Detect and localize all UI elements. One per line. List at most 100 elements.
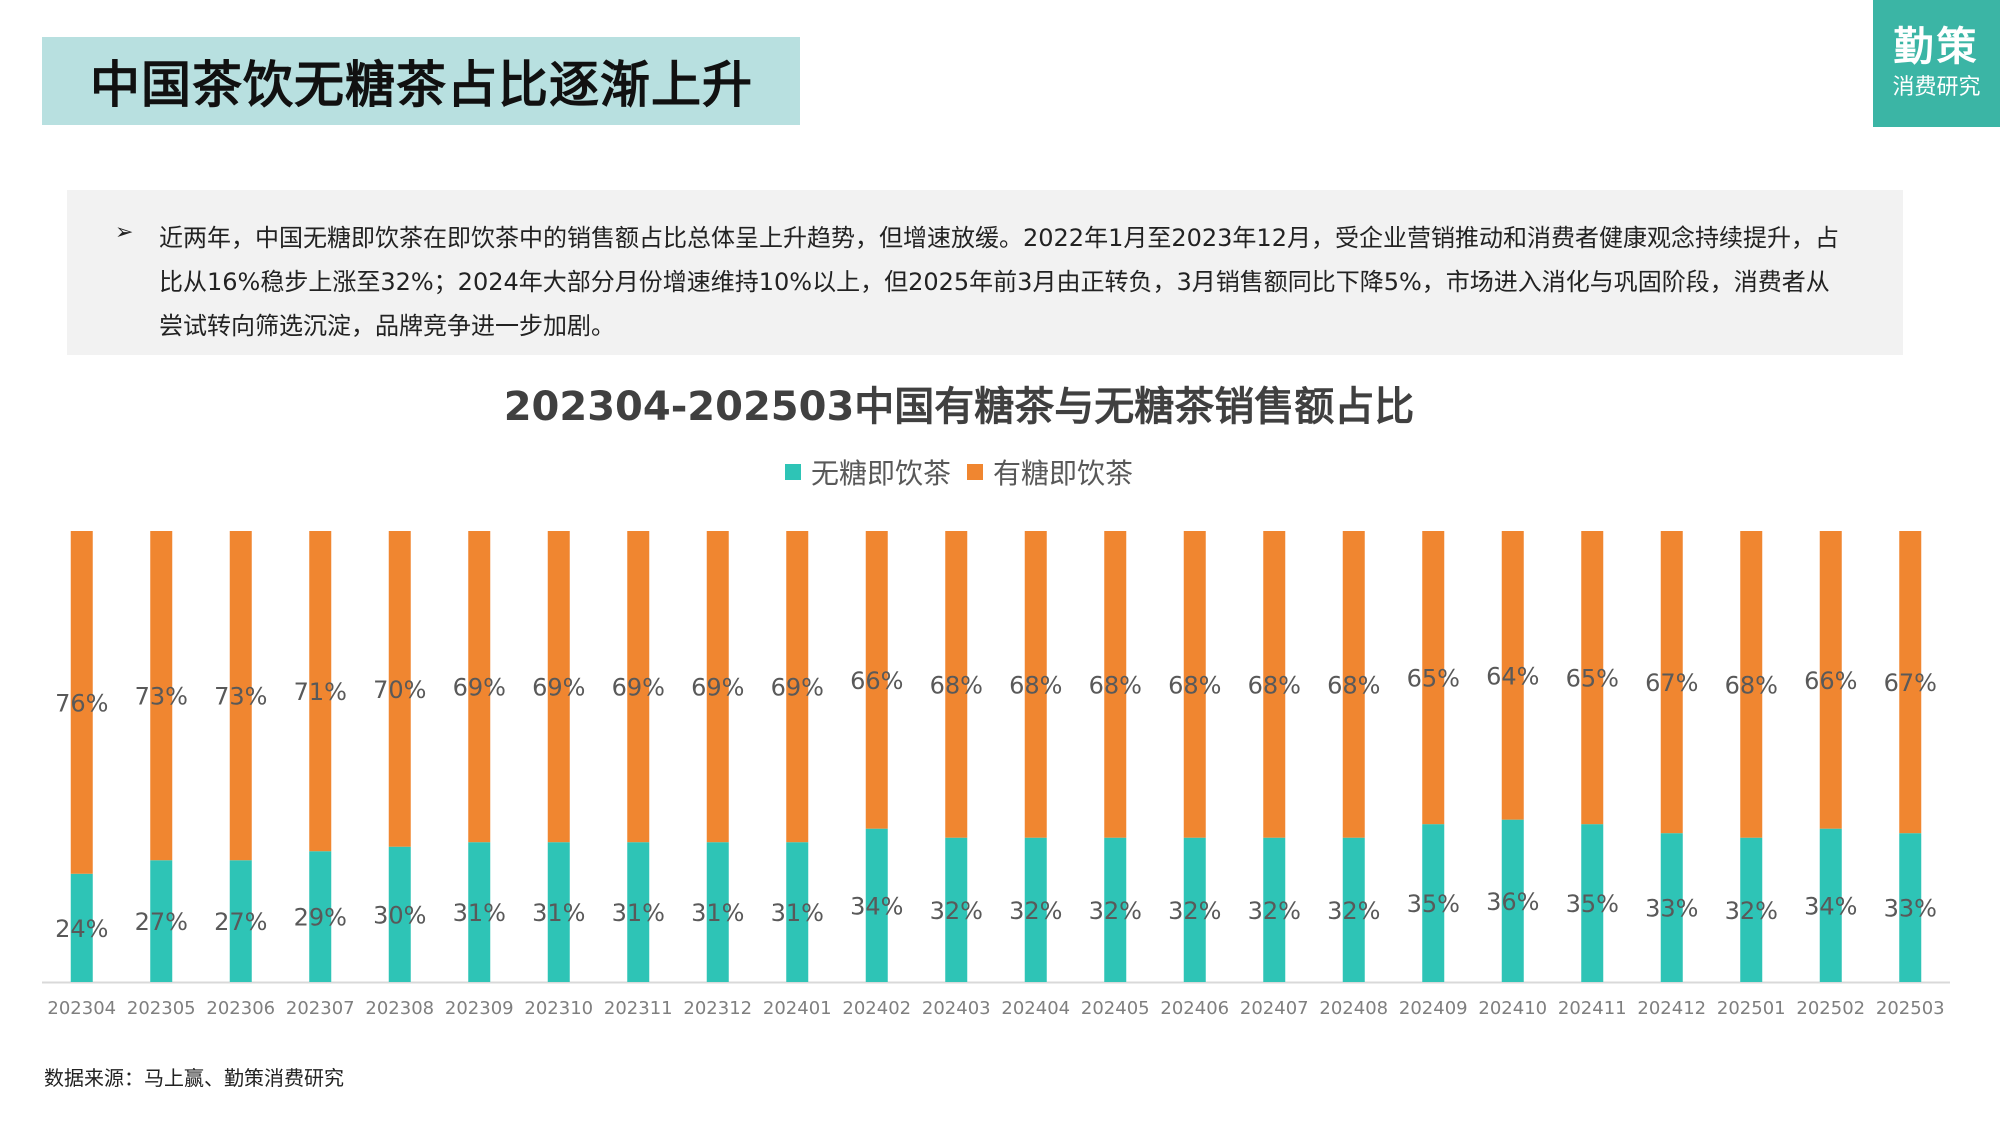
bar-sugared-202310 — [547, 531, 570, 843]
data-label-sugared-202404: 68% — [1009, 671, 1062, 699]
data-label-sugar-free-202306: 27% — [214, 908, 267, 936]
bar-sugar-free-202404 — [1024, 837, 1047, 982]
x-tick-label-202405: 202405 — [1081, 998, 1150, 1019]
data-label-sugar-free-202412: 33% — [1645, 895, 1698, 923]
data-label-sugared-202502: 66% — [1804, 667, 1857, 695]
bar-sugared-202411 — [1581, 531, 1604, 825]
x-tick-label-202402: 202402 — [842, 998, 911, 1019]
data-label-sugared-202310: 69% — [532, 674, 585, 702]
legend-swatch-sugar-free — [784, 464, 801, 480]
bar-sugared-202501 — [1740, 531, 1763, 838]
brand-logo-main: 勤策 — [1893, 23, 1980, 71]
data-label-sugared-202406: 68% — [1168, 671, 1221, 699]
data-label-sugar-free-202401: 31% — [771, 899, 824, 927]
data-label-sugar-free-202304: 24% — [55, 915, 108, 943]
data-source-note: 数据来源：马上赢、勤策消费研究 — [44, 1066, 344, 1090]
summary-panel: ➢ 近两年，中国无糖即饮茶在即饮茶中的销售额占比总体呈上升趋势，但增速放缓。20… — [67, 190, 1903, 355]
chart-legend: 无糖即饮茶 有糖即饮茶 — [0, 452, 1918, 492]
data-label-sugared-202307: 71% — [294, 678, 347, 706]
bar-sugared-202312 — [706, 531, 729, 843]
bar-sugared-202307 — [309, 531, 332, 852]
data-label-sugar-free-202312: 31% — [691, 899, 744, 927]
x-tick-label-202411: 202411 — [1558, 998, 1627, 1019]
bar-sugared-202407 — [1263, 531, 1286, 838]
x-tick-label-202503: 202503 — [1876, 998, 1945, 1019]
x-tick-label-202502: 202502 — [1796, 998, 1865, 1019]
x-tick-label-202304: 202304 — [47, 998, 116, 1019]
legend-label-sugared: 有糖即饮茶 — [993, 457, 1134, 490]
data-label-sugar-free-202305: 27% — [135, 908, 188, 936]
bar-sugar-free-202406 — [1183, 837, 1206, 982]
data-label-sugared-202503: 67% — [1884, 669, 1937, 697]
bar-sugar-free-202403 — [945, 837, 968, 982]
page-title-banner: 中国茶饮无糖茶占比逐渐上升 — [42, 37, 800, 125]
data-label-sugar-free-202402: 34% — [850, 892, 903, 920]
data-label-sugared-202312: 69% — [691, 674, 744, 702]
bar-sugared-202502 — [1819, 531, 1842, 829]
x-tick-label-202308: 202308 — [365, 998, 434, 1019]
page-title: 中国茶饮无糖茶占比逐渐上升 — [90, 56, 753, 114]
data-label-sugar-free-202411: 35% — [1566, 890, 1619, 918]
bar-sugar-free-202411 — [1581, 824, 1604, 982]
summary-text: 近两年，中国无糖即饮茶在即饮茶中的销售额占比总体呈上升趋势，但增速放缓。2022… — [159, 224, 1839, 340]
bar-sugared-202503 — [1899, 531, 1922, 834]
bar-sugar-free-202409 — [1422, 824, 1445, 982]
x-tick-label-202309: 202309 — [445, 998, 514, 1019]
data-label-sugar-free-202311: 31% — [612, 899, 665, 927]
bar-sugar-free-202306 — [229, 860, 252, 982]
bar-sugared-202409 — [1422, 531, 1445, 825]
data-label-sugar-free-202406: 32% — [1168, 897, 1221, 925]
bar-sugared-202403 — [945, 531, 968, 838]
data-label-sugar-free-202409: 35% — [1407, 890, 1460, 918]
legend-label-sugar-free: 无糖即饮茶 — [810, 457, 951, 490]
data-label-sugared-202308: 70% — [373, 676, 426, 704]
data-label-sugared-202405: 68% — [1089, 671, 1142, 699]
bar-sugared-202405 — [1104, 531, 1127, 838]
data-label-sugar-free-202308: 30% — [373, 901, 426, 929]
bar-sugar-free-202405 — [1104, 837, 1127, 982]
legend-item-sugared: 有糖即饮茶 — [967, 452, 1133, 492]
brand-logo: 勤策 消费研究 — [1873, 0, 2000, 127]
bar-sugared-202308 — [388, 531, 411, 847]
bar-sugared-202306 — [229, 531, 252, 861]
x-tick-label-202407: 202407 — [1240, 998, 1309, 1019]
legend-swatch-sugared — [967, 464, 983, 480]
chart-title: 202304-202503中国有糖茶与无糖茶销售额占比 — [503, 384, 1415, 430]
data-label-sugar-free-202403: 32% — [930, 897, 983, 925]
x-tick-label-202406: 202406 — [1160, 998, 1229, 1019]
data-label-sugar-free-202501: 32% — [1725, 897, 1778, 925]
data-label-sugar-free-202407: 32% — [1248, 897, 1301, 925]
data-label-sugared-202304: 76% — [55, 689, 108, 717]
data-label-sugar-free-202408: 32% — [1327, 897, 1380, 925]
data-label-sugared-202410: 64% — [1486, 662, 1539, 690]
bar-sugar-free-202407 — [1263, 837, 1286, 982]
bar-sugared-202311 — [627, 531, 650, 843]
bar-sugar-free-202305 — [150, 860, 173, 982]
data-label-sugar-free-202307: 29% — [294, 904, 347, 932]
data-label-sugared-202408: 68% — [1327, 671, 1380, 699]
x-tick-label-202409: 202409 — [1399, 998, 1468, 1019]
x-tick-label-202403: 202403 — [922, 998, 991, 1019]
bar-sugar-free-202310 — [547, 842, 570, 982]
x-tick-label-202410: 202410 — [1478, 998, 1547, 1019]
x-tick-label-202311: 202311 — [604, 998, 673, 1019]
bar-sugared-202408 — [1342, 531, 1365, 838]
x-tick-label-202310: 202310 — [524, 998, 593, 1019]
data-label-sugar-free-202405: 32% — [1089, 897, 1142, 925]
x-tick-label-202501: 202501 — [1717, 998, 1786, 1019]
data-label-sugared-202501: 68% — [1725, 671, 1778, 699]
bar-sugared-202304 — [70, 531, 93, 874]
x-tick-label-202312: 202312 — [683, 998, 752, 1019]
bar-sugar-free-202412 — [1660, 833, 1683, 982]
bar-sugar-free-202307 — [309, 851, 332, 982]
data-label-sugar-free-202309: 31% — [453, 899, 506, 927]
brand-logo-sub: 消费研究 — [1892, 75, 1981, 101]
data-label-sugar-free-202503: 33% — [1884, 895, 1937, 923]
data-label-sugared-202411: 65% — [1566, 665, 1619, 693]
legend-item-sugar-free: 无糖即饮茶 — [784, 452, 951, 492]
data-label-sugared-202311: 69% — [612, 674, 665, 702]
data-label-sugar-free-202502: 34% — [1804, 892, 1857, 920]
x-tick-label-202408: 202408 — [1319, 998, 1388, 1019]
bar-sugared-202402 — [865, 531, 888, 829]
